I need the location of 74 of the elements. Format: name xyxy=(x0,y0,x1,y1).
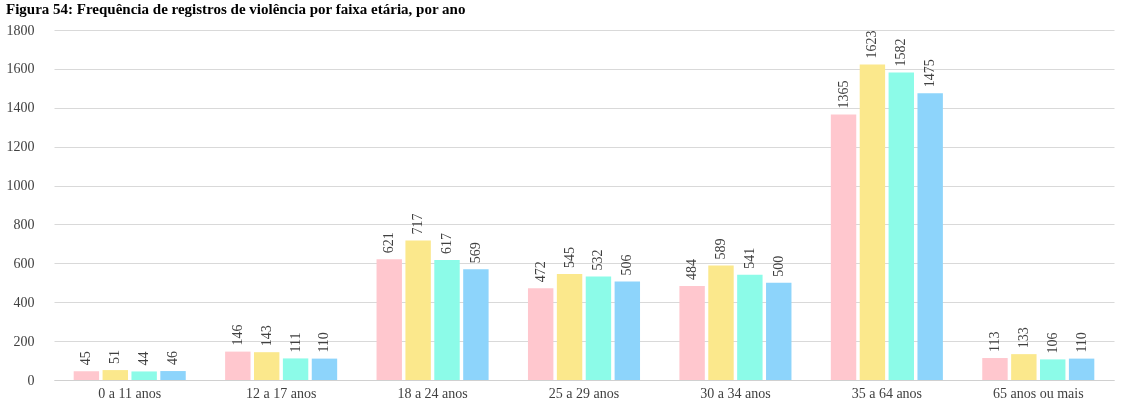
data-label: 111 xyxy=(287,332,303,353)
bar xyxy=(859,64,886,380)
bar xyxy=(766,282,792,380)
data-label: 143 xyxy=(258,325,274,347)
data-label: 106 xyxy=(1044,332,1060,354)
y-tick-label: 0 xyxy=(27,372,35,388)
bar xyxy=(527,288,554,380)
x-tick-label: 0 a 11 anos xyxy=(98,385,162,401)
y-tick-label: 1200 xyxy=(6,139,35,155)
data-label: 44 xyxy=(136,351,152,366)
y-tick-label: 800 xyxy=(13,216,35,232)
bar xyxy=(376,259,402,380)
data-label: 51 xyxy=(107,350,123,365)
y-tick-label: 400 xyxy=(13,294,35,310)
bar xyxy=(679,285,705,380)
data-label: 621 xyxy=(381,232,397,254)
data-label: 45 xyxy=(78,351,94,366)
y-tick-label: 1800 xyxy=(6,22,35,38)
data-label: 569 xyxy=(467,242,483,264)
data-label: 113 xyxy=(986,331,1002,353)
data-label: 133 xyxy=(1015,327,1031,349)
bar xyxy=(737,274,763,380)
data-label: 541 xyxy=(741,247,757,269)
data-label: 46 xyxy=(165,351,181,366)
bar xyxy=(1068,358,1095,380)
data-label: 110 xyxy=(316,332,332,353)
x-tick-label: 25 a 29 anos xyxy=(548,385,620,401)
data-label: 1582 xyxy=(893,38,909,67)
data-label: 545 xyxy=(561,247,577,269)
bar xyxy=(405,240,431,380)
data-label: 617 xyxy=(439,233,455,255)
bar xyxy=(253,352,280,380)
bar xyxy=(614,281,641,380)
bar xyxy=(463,269,489,380)
bar xyxy=(585,276,612,380)
bar xyxy=(131,371,157,380)
bar xyxy=(434,260,460,380)
bar xyxy=(1040,359,1066,380)
data-label: 532 xyxy=(590,249,606,271)
bar xyxy=(1011,354,1037,380)
y-tick-label: 200 xyxy=(13,333,35,349)
data-label: 589 xyxy=(712,238,728,260)
data-label: 1475 xyxy=(922,59,938,88)
x-tick-label: 65 anos ou mais xyxy=(992,385,1084,401)
bar xyxy=(556,274,583,380)
y-tick-label: 600 xyxy=(13,255,35,271)
data-label: 472 xyxy=(532,261,548,283)
y-tick-label: 1000 xyxy=(6,178,35,194)
x-tick-label: 18 a 24 anos xyxy=(397,385,468,401)
y-tick-label: 1400 xyxy=(6,100,35,116)
bar xyxy=(830,114,857,380)
bar xyxy=(73,371,100,380)
x-tick-label: 12 a 17 anos xyxy=(245,385,317,401)
bar xyxy=(917,93,943,380)
bar xyxy=(888,72,915,380)
bar xyxy=(311,358,338,380)
x-tick-label: 30 a 34 anos xyxy=(700,385,771,401)
bar xyxy=(225,351,251,380)
data-label: 1623 xyxy=(864,30,880,59)
data-label: 500 xyxy=(770,255,786,277)
y-tick-label: 1600 xyxy=(6,61,35,77)
bar xyxy=(708,265,734,380)
data-label: 1365 xyxy=(835,80,851,109)
bar xyxy=(102,370,128,380)
x-tick-label: 35 a 64 anos xyxy=(851,385,923,401)
chart-title: Figura 54: Frequência de registros de violência por faixa etária, por ano xyxy=(6,1,466,17)
data-label: 110 xyxy=(1073,332,1089,353)
data-label: 717 xyxy=(410,213,426,235)
bar xyxy=(282,358,309,380)
data-label: 484 xyxy=(684,258,700,280)
bar xyxy=(982,358,1008,380)
data-label: 506 xyxy=(619,254,635,276)
bar xyxy=(160,371,186,380)
data-label: 146 xyxy=(229,324,245,346)
